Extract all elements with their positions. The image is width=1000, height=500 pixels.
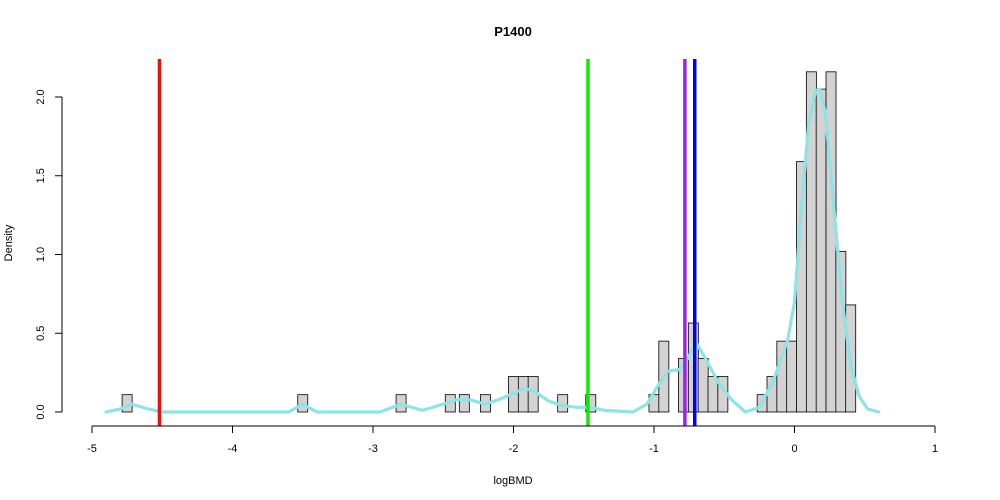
x-tick-label: -2 [509, 443, 519, 455]
y-axis-label: Density [3, 224, 15, 261]
histogram-bars [121, 71, 857, 413]
chart-title: P1400 [494, 24, 532, 39]
density-curve [104, 87, 881, 414]
histogram-bar [585, 394, 597, 413]
y-tick-label: 0.5 [35, 326, 47, 341]
y-tick-label: 2.0 [35, 89, 47, 104]
x-axis: -5 -4 -3 -2 -1 0 1 [87, 425, 938, 455]
y-tick-label: 0.0 [35, 404, 47, 419]
histogram-bar [697, 358, 709, 413]
x-tick-label: -5 [87, 443, 97, 455]
histogram-bar [458, 394, 470, 413]
vertical-lines [157, 59, 697, 426]
histogram-bar [786, 340, 798, 413]
histogram-bar [815, 88, 827, 413]
x-tick-label: -4 [228, 443, 238, 455]
y-axis: 0.0 0.5 1.0 1.5 2.0 [35, 89, 63, 420]
x-tick-label: 1 [932, 443, 938, 455]
x-axis-label: logBMD [493, 475, 532, 487]
x-tick-label: -3 [368, 443, 378, 455]
x-tick-label: -1 [649, 443, 659, 455]
y-tick-label: 1.5 [35, 168, 47, 183]
x-tick-label: 0 [791, 443, 797, 455]
histogram-bar [517, 376, 529, 413]
y-tick-label: 1.0 [35, 247, 47, 262]
density-curve-group [104, 87, 881, 414]
